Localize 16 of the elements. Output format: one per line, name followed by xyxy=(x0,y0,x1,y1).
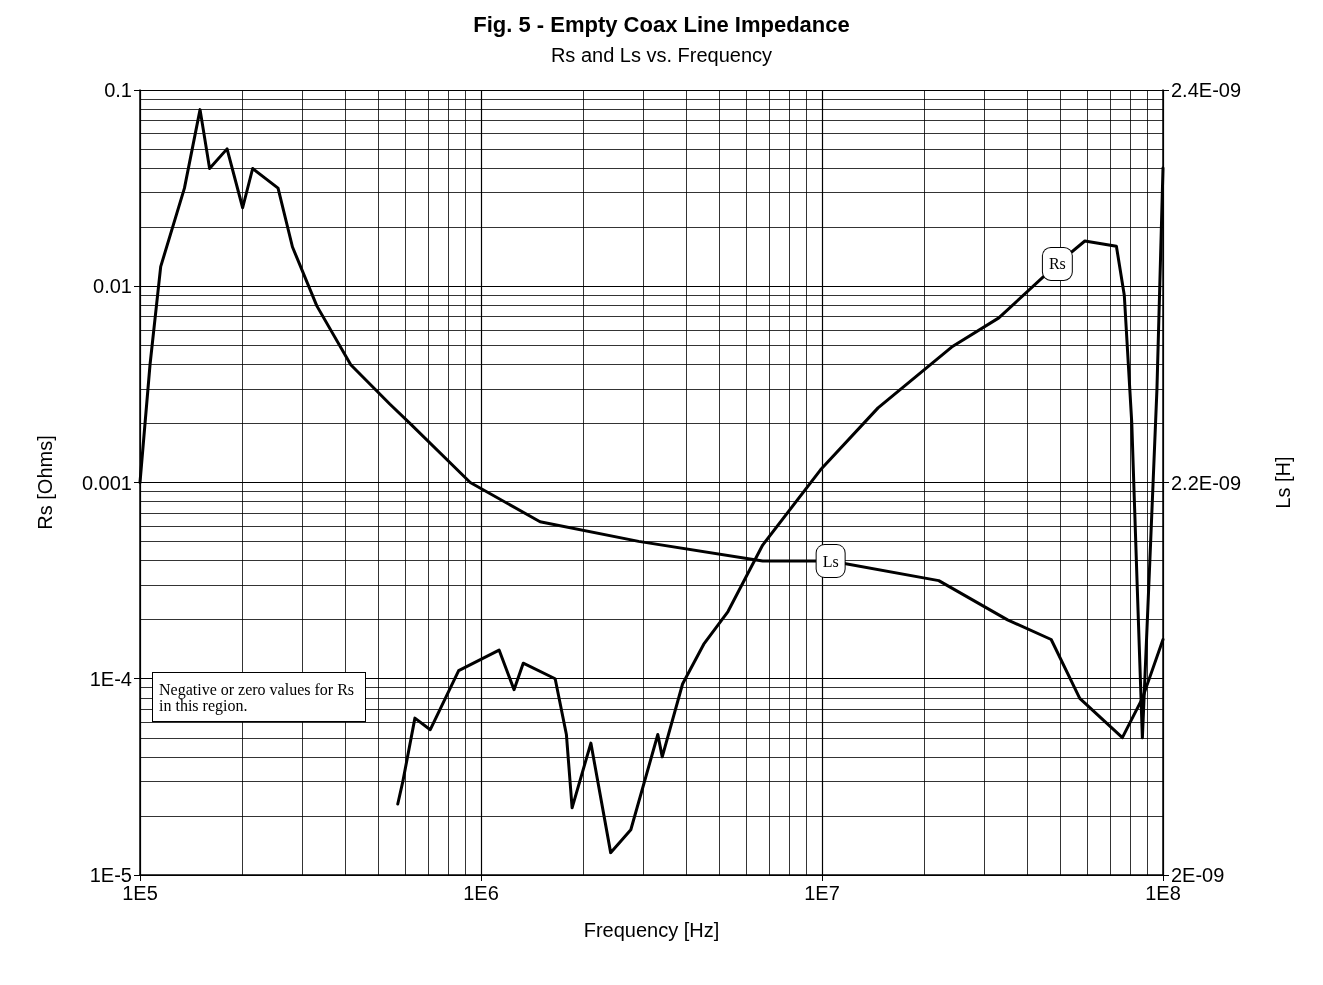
y-tick-label: 0.001 xyxy=(81,471,132,494)
chart-subtitle: Rs and Ls vs. Frequency xyxy=(550,44,773,66)
chart-title: Fig. 5 - Empty Coax Line Impedance xyxy=(473,11,850,37)
y2-tick-label: 2.2E-09 xyxy=(1171,471,1242,494)
y-tick-label: 0.01 xyxy=(93,275,132,298)
y2-tick-label: 2.4E-09 xyxy=(1171,79,1242,101)
y-axis-title: Rs [Ohms] xyxy=(34,435,56,530)
x-tick-label: 1E6 xyxy=(463,882,499,904)
series-label: Rs xyxy=(1048,255,1066,273)
annotation: Negative or zero values for Rs in this region. xyxy=(159,680,359,715)
x-axis-title: Frequency [Hz] xyxy=(583,919,720,941)
y2-axis-title: Ls [H] xyxy=(1272,456,1294,509)
series-label: Ls xyxy=(822,552,839,570)
y-tick-label: 1E-4 xyxy=(89,667,132,690)
y-tick-label: 0.1 xyxy=(104,79,132,101)
x-tick-label: 1E7 xyxy=(804,882,840,904)
